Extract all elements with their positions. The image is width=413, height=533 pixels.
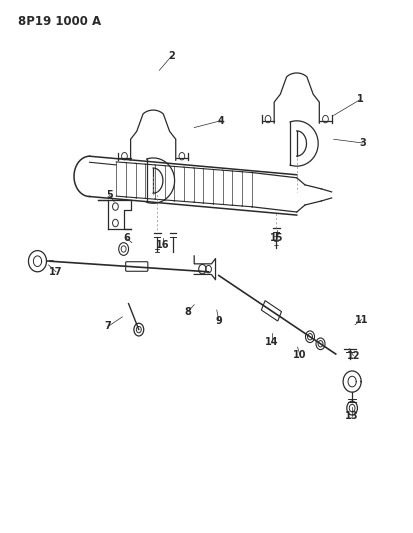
Text: 12: 12 [347,351,360,361]
Text: 5: 5 [106,190,113,200]
Text: 8P19 1000 A: 8P19 1000 A [18,14,101,28]
Text: 1: 1 [357,94,364,104]
Text: 17: 17 [49,267,63,277]
Text: 7: 7 [104,321,112,332]
Text: 15: 15 [270,233,284,244]
Text: 13: 13 [345,411,359,421]
Text: 10: 10 [293,350,307,360]
Text: 11: 11 [355,314,368,325]
Text: 2: 2 [168,51,175,61]
Text: 9: 9 [216,316,222,326]
Text: 4: 4 [218,116,224,126]
Text: 14: 14 [266,337,279,347]
Text: 16: 16 [156,240,169,251]
Text: 6: 6 [123,233,130,244]
Text: 3: 3 [359,138,366,148]
Text: 8: 8 [185,306,192,317]
